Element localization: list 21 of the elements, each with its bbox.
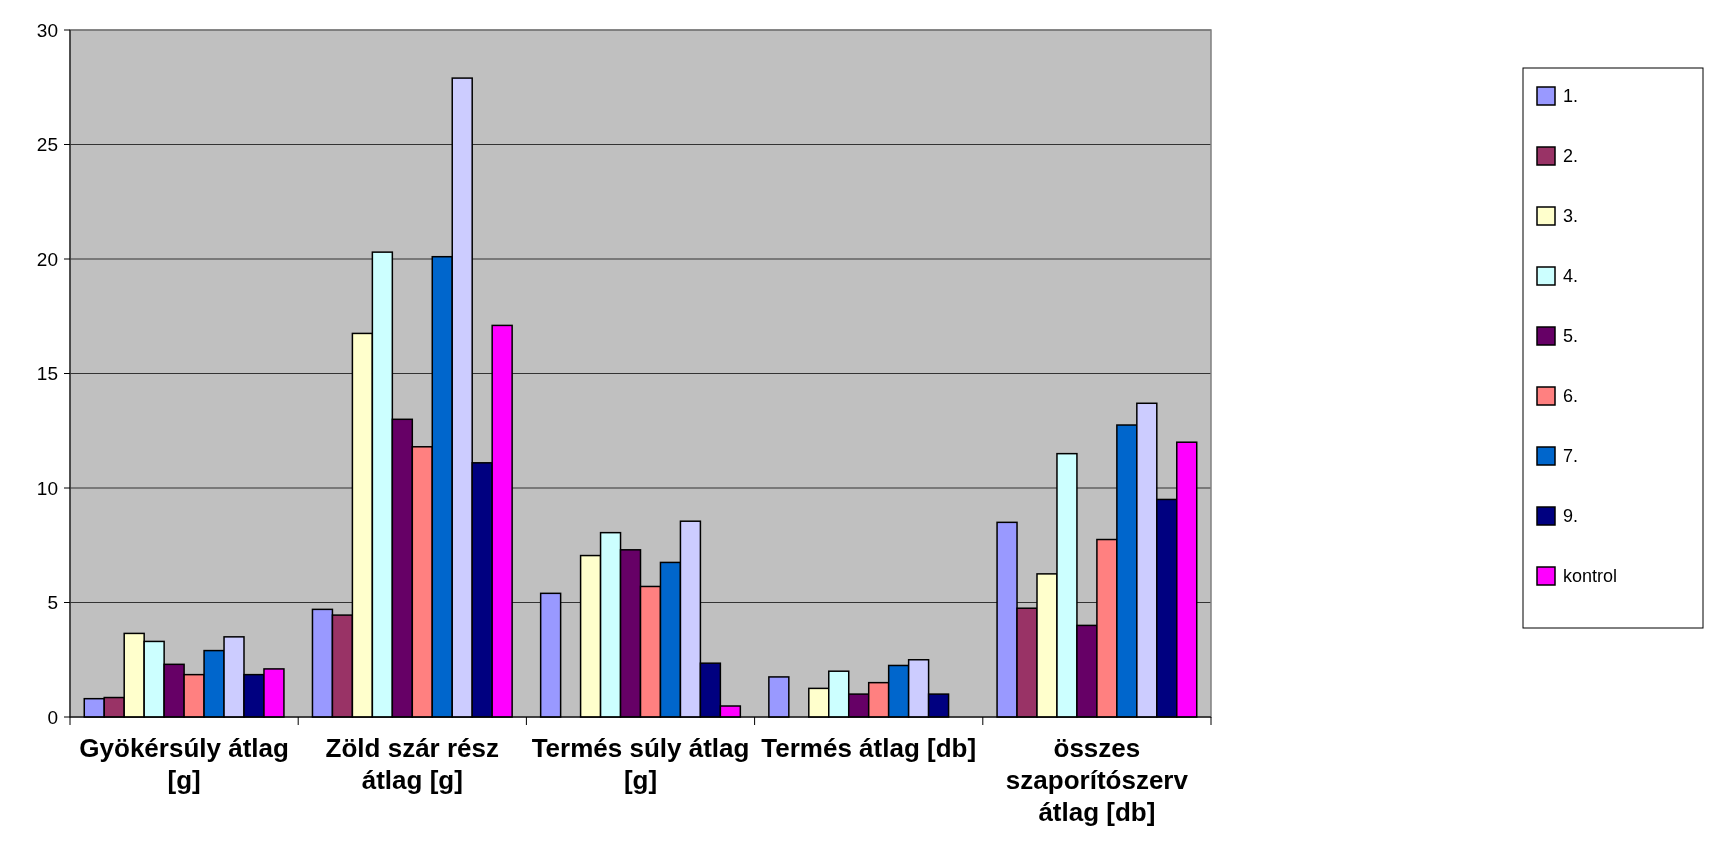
x-tick-label: Zöld szár rész átlag [g]: [325, 733, 499, 795]
y-tick-label: 15: [36, 363, 58, 385]
x-tick-label: Termés átlag [db]: [761, 733, 977, 763]
legend-label: 3.: [1563, 206, 1579, 227]
y-tick-label: 30: [36, 19, 58, 41]
x-tick-label: Termés súly átlag [g]: [531, 733, 750, 795]
y-tick-label: 25: [36, 134, 58, 156]
legend-label: kontrol: [1563, 566, 1618, 587]
y-tick-label: 5: [47, 592, 58, 614]
y-tick-label: 20: [36, 248, 58, 270]
y-tick-label: 0: [47, 706, 58, 728]
x-tick-label: Gyökérsúly átlag [g]: [79, 733, 289, 795]
legend-label: 9.: [1563, 506, 1579, 527]
y-tick-label: 10: [36, 477, 58, 499]
legend-label: 6.: [1563, 386, 1579, 407]
legend-label: 5.: [1563, 326, 1579, 347]
legend-label: 4.: [1563, 266, 1579, 287]
legend-label: 1.: [1563, 86, 1579, 107]
legend-label: 7.: [1563, 446, 1579, 467]
x-tick-label: összes szaporítószerv átlag [db]: [1005, 733, 1189, 827]
legend-label: 2.: [1563, 146, 1579, 167]
